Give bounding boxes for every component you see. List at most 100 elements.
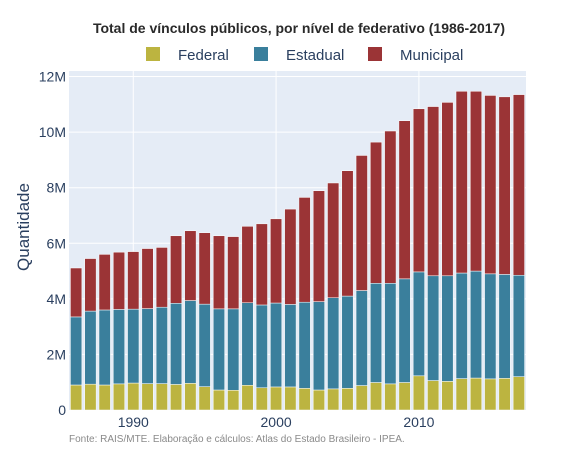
bar-estadual-2004[interactable] [327,297,340,390]
bar-federal-1989[interactable] [113,383,125,411]
bar-estadual-2008[interactable] [384,283,397,385]
bar-municipal-2006[interactable] [355,155,368,291]
bar-municipal-1998[interactable] [241,226,254,303]
bar-estadual-2003[interactable] [312,301,325,391]
legend-item-municipal[interactable]: Municipal [368,47,463,64]
legend-item-estadual[interactable]: Estadual [254,47,344,64]
bar-municipal-2009[interactable] [398,120,411,280]
bar-federal-1990[interactable] [127,382,140,411]
bar-federal-1993[interactable] [170,384,183,411]
bar-municipal-1991[interactable] [141,248,154,309]
bar-municipal-1990[interactable] [127,251,140,310]
bar-municipal-2010[interactable] [412,108,425,273]
bar-estadual-2011[interactable] [427,275,440,381]
bar-municipal-1999[interactable] [255,223,268,306]
bar-municipal-2013[interactable] [455,91,468,274]
bar-federal-2015[interactable] [484,378,497,411]
bar-estadual-2016[interactable] [498,274,511,379]
bar-federal-2009[interactable] [398,382,411,411]
bar-estadual-2010[interactable] [412,271,425,377]
bar-municipal-2002[interactable] [298,197,311,303]
bar-municipal-2012[interactable] [441,102,454,277]
bar-municipal-2005[interactable] [341,170,354,297]
bar-estadual-1986[interactable] [70,316,83,386]
bar-municipal-2008[interactable] [384,130,397,284]
bar-estadual-1988[interactable] [98,309,111,386]
bar-federal-2017[interactable] [512,376,525,411]
bar-estadual-1999[interactable] [255,304,268,389]
bar-estadual-1989[interactable] [113,309,125,385]
bar-estadual-1996[interactable] [212,308,225,391]
bar-federal-2014[interactable] [470,377,482,411]
bar-estadual-1995[interactable] [198,303,211,387]
bar-federal-1994[interactable] [184,383,197,411]
bar-estadual-2007[interactable] [370,283,383,383]
bar-federal-2006[interactable] [355,385,368,411]
bar-municipal-2015[interactable] [484,95,497,275]
bar-estadual-1991[interactable] [141,308,154,384]
bar-municipal-2001[interactable] [284,208,297,305]
bar-federal-2011[interactable] [427,380,440,411]
bar-estadual-2002[interactable] [298,301,311,389]
bar-estadual-2001[interactable] [284,304,297,388]
bar-municipal-1989[interactable] [113,251,125,310]
bar-federal-2013[interactable] [455,378,468,411]
bar-federal-1996[interactable] [212,389,225,411]
bar-estadual-2015[interactable] [484,273,497,380]
bar-municipal-1992[interactable] [155,247,168,308]
bar-federal-1988[interactable] [98,384,111,411]
bar-federal-2000[interactable] [270,386,283,411]
legend[interactable]: Federal Estadual Municipal [146,47,463,64]
bar-municipal-1987[interactable] [84,258,97,312]
bar-estadual-2000[interactable] [270,302,283,388]
bar-federal-2002[interactable] [298,388,311,411]
bar-municipal-2017[interactable] [512,94,525,276]
bar-estadual-1993[interactable] [170,303,183,385]
bar-federal-2003[interactable] [312,389,325,411]
bar-municipal-1996[interactable] [212,235,225,310]
bar-estadual-2013[interactable] [455,272,468,379]
bar-federal-2012[interactable] [441,381,454,411]
bar-municipal-2007[interactable] [370,141,383,284]
bar-federal-1987[interactable] [84,383,97,411]
bar-municipal-2016[interactable] [498,96,511,275]
bar-municipal-2003[interactable] [312,190,325,302]
bar-estadual-1998[interactable] [241,302,254,386]
bar-federal-2004[interactable] [327,388,340,411]
bar-federal-2010[interactable] [412,375,425,411]
bar-federal-1992[interactable] [155,383,168,411]
bar-municipal-2011[interactable] [427,106,440,277]
bar-estadual-2017[interactable] [512,274,525,377]
bars[interactable] [70,91,525,411]
bar-federal-1999[interactable] [255,387,268,411]
bar-municipal-1997[interactable] [227,236,240,310]
bar-federal-2001[interactable] [284,386,297,411]
legend-item-federal[interactable]: Federal [146,47,229,64]
bar-federal-1986[interactable] [70,384,83,411]
bar-municipal-1995[interactable] [198,232,211,305]
bar-estadual-2006[interactable] [355,290,368,386]
bar-municipal-2000[interactable] [270,218,283,304]
bar-federal-1991[interactable] [141,383,154,411]
bar-federal-2005[interactable] [341,388,354,411]
bar-estadual-2009[interactable] [398,278,411,383]
bar-federal-1998[interactable] [241,385,254,411]
bar-estadual-1990[interactable] [127,308,140,384]
bar-estadual-2012[interactable] [441,275,454,382]
bar-federal-1997[interactable] [227,390,240,411]
bar-federal-2007[interactable] [370,382,383,411]
bar-estadual-2014[interactable] [470,270,482,379]
bar-estadual-1987[interactable] [84,310,97,385]
bar-estadual-2005[interactable] [341,295,354,389]
bar-municipal-1993[interactable] [170,235,183,304]
bar-municipal-2014[interactable] [470,91,482,272]
bar-municipal-2004[interactable] [327,182,340,298]
bar-municipal-1994[interactable] [184,230,197,301]
bar-estadual-1994[interactable] [184,300,197,384]
bar-municipal-1988[interactable] [98,254,111,311]
bar-federal-2016[interactable] [498,378,511,411]
bar-federal-1995[interactable] [198,386,211,411]
bar-federal-2008[interactable] [384,383,397,411]
bar-estadual-1997[interactable] [227,308,240,391]
bar-municipal-1986[interactable] [70,267,83,318]
